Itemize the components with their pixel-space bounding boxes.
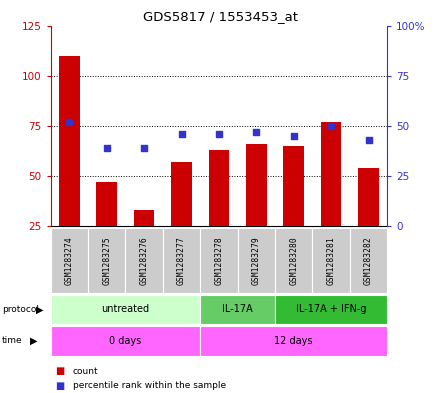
Bar <box>238 228 275 293</box>
Bar <box>51 228 88 293</box>
Bar <box>200 295 275 324</box>
Bar <box>283 146 304 226</box>
Bar <box>209 150 229 226</box>
Point <box>290 132 297 139</box>
Point <box>141 145 148 151</box>
Bar <box>88 228 125 293</box>
Text: GSM1283281: GSM1283281 <box>326 236 336 285</box>
Bar <box>275 295 387 324</box>
Text: ■: ■ <box>55 366 64 376</box>
Text: untreated: untreated <box>101 305 150 314</box>
Bar <box>51 295 200 324</box>
Bar <box>51 326 200 356</box>
Text: GSM1283274: GSM1283274 <box>65 236 74 285</box>
Text: GSM1283280: GSM1283280 <box>289 236 298 285</box>
Bar <box>312 228 350 293</box>
Bar <box>125 228 163 293</box>
Bar <box>200 228 238 293</box>
Text: ▶: ▶ <box>36 305 44 314</box>
Text: GSM1283282: GSM1283282 <box>364 236 373 285</box>
Bar <box>171 162 192 226</box>
Text: time: time <box>2 336 23 345</box>
Bar <box>96 182 117 226</box>
Point <box>327 123 335 129</box>
Text: 0 days: 0 days <box>109 336 142 346</box>
Text: percentile rank within the sample: percentile rank within the sample <box>73 382 226 390</box>
Point <box>103 145 110 151</box>
Text: IL-17A + IFN-g: IL-17A + IFN-g <box>296 305 367 314</box>
Text: count: count <box>73 367 98 376</box>
Bar <box>59 55 80 226</box>
Text: 12 days: 12 days <box>275 336 313 346</box>
Text: GSM1283275: GSM1283275 <box>102 236 111 285</box>
Point <box>253 129 260 135</box>
Bar <box>350 228 387 293</box>
Text: ▶: ▶ <box>30 336 37 346</box>
Text: ■: ■ <box>55 381 64 391</box>
Bar <box>200 326 387 356</box>
Bar <box>134 210 154 226</box>
Text: GSM1283279: GSM1283279 <box>252 236 261 285</box>
Point <box>66 119 73 125</box>
Text: IL-17A: IL-17A <box>222 305 253 314</box>
Text: GDS5817 / 1553453_at: GDS5817 / 1553453_at <box>143 10 297 23</box>
Point <box>178 130 185 137</box>
Bar <box>246 144 267 226</box>
Text: GSM1283278: GSM1283278 <box>214 236 224 285</box>
Point <box>216 130 222 137</box>
Text: protocol: protocol <box>2 305 39 314</box>
Text: GSM1283276: GSM1283276 <box>139 236 149 285</box>
Text: GSM1283277: GSM1283277 <box>177 236 186 285</box>
Point <box>365 137 372 143</box>
Bar <box>321 122 341 226</box>
Bar <box>163 228 200 293</box>
Bar <box>275 228 312 293</box>
Bar <box>358 168 379 226</box>
